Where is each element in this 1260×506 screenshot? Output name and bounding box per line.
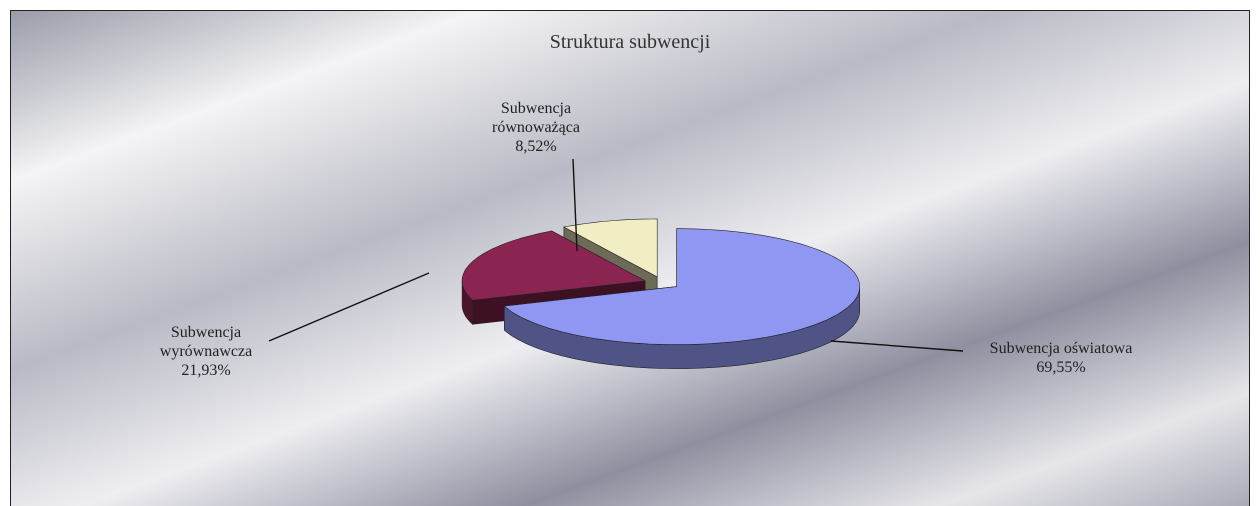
- value-label: 8,52%: [515, 138, 557, 155]
- pie-slice: [461, 230, 647, 301]
- leader-line: [830, 340, 964, 352]
- category-label: Subwencja oświatowa: [989, 340, 1133, 357]
- pie-canvas: [268, 158, 964, 369]
- category-label: Subwencja równoważąca: [492, 100, 580, 136]
- category-label: Subwencja wyrównawcza: [159, 324, 253, 360]
- pie-slice: [503, 228, 860, 345]
- pie-slice: [562, 218, 658, 278]
- leader-line: [572, 158, 578, 252]
- value-label: 69,55%: [1036, 359, 1086, 376]
- leader-line: [268, 272, 430, 342]
- data-label: Subwencja równoważąca 8,52%: [471, 99, 601, 156]
- chart: Struktura subwencji Subwencja oświatowa 6…: [10, 10, 1250, 506]
- data-label: Subwencja oświatowa 69,55%: [961, 339, 1161, 377]
- data-label: Subwencja wyrównawcza 21,93%: [141, 323, 271, 380]
- value-label: 21,93%: [181, 362, 231, 379]
- chart-title: Struktura subwencji: [549, 31, 711, 53]
